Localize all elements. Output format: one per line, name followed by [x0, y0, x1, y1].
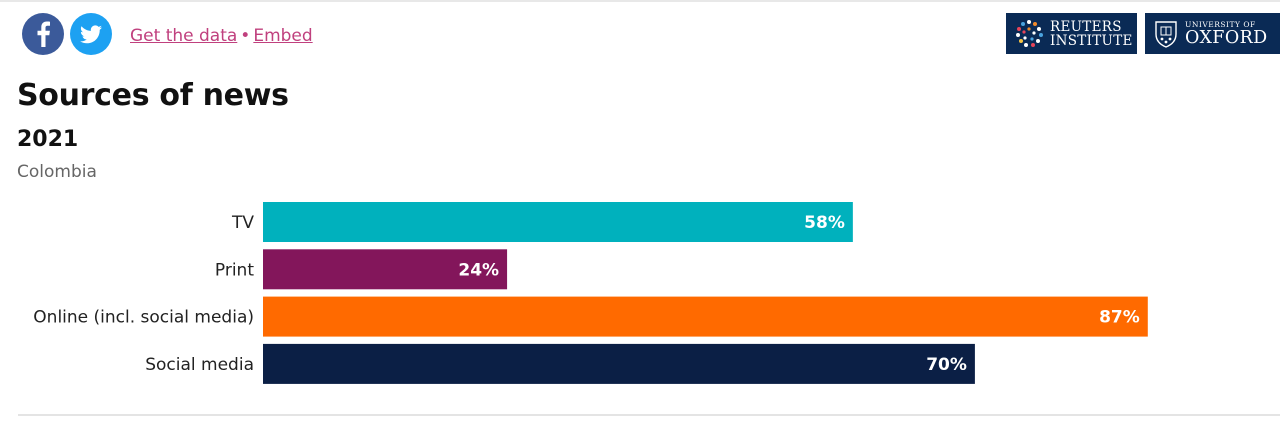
get-data-link[interactable]: Get the data — [130, 26, 238, 46]
bar-tv — [263, 202, 853, 242]
data-links: Get the data • Embed — [130, 26, 313, 46]
category-label-print: Print — [215, 260, 254, 280]
reuters-institute-logo[interactable]: REUTERS INSTITUTE — [1006, 13, 1137, 54]
link-separator: • — [240, 26, 251, 46]
value-label-social-media: 70% — [926, 355, 967, 375]
embed-link[interactable]: Embed — [253, 26, 313, 46]
oxford-logo-text: UNIVERSITY OF OXFORD — [1185, 20, 1268, 47]
oxford-line-1: UNIVERSITY OF — [1185, 20, 1256, 29]
reuters-globe-icon — [1016, 19, 1043, 47]
oxford-line-2: OXFORD — [1185, 28, 1268, 48]
category-label-social-media: Social media — [145, 355, 254, 375]
category-label-online-incl-social-media: Online (incl. social media) — [33, 308, 254, 328]
chart-title: Sources of news — [17, 78, 289, 113]
value-label-online-incl-social-media: 87% — [1099, 308, 1140, 328]
university-of-oxford-logo[interactable]: UNIVERSITY OF OXFORD — [1145, 13, 1280, 54]
bar-online-incl-social-media — [263, 296, 1148, 337]
twitter-share-button[interactable] — [70, 13, 112, 55]
bar-chart: TV 58% Print 24% Online (incl. social media)… — [33, 202, 1148, 384]
bottom-divider — [18, 414, 1280, 416]
value-label-print: 24% — [458, 260, 499, 280]
reuters-line-1: REUTERS — [1050, 18, 1122, 35]
bar-print — [263, 249, 508, 290]
bar-social-media — [263, 343, 975, 384]
twitter-icon — [80, 24, 102, 43]
chart-region: Colombia — [17, 162, 97, 182]
facebook-share-button[interactable] — [22, 13, 64, 55]
category-label-tv: TV — [231, 213, 254, 233]
chart-subtitle-year: 2021 — [17, 127, 79, 152]
oxford-crest-icon — [1155, 20, 1177, 48]
facebook-icon — [37, 21, 50, 47]
reuters-logo-text: REUTERS INSTITUTE — [1050, 20, 1133, 48]
reuters-line-2: INSTITUTE — [1050, 32, 1133, 49]
top-divider — [0, 0, 1280, 2]
value-label-tv: 58% — [804, 213, 845, 233]
social-share — [22, 13, 112, 55]
